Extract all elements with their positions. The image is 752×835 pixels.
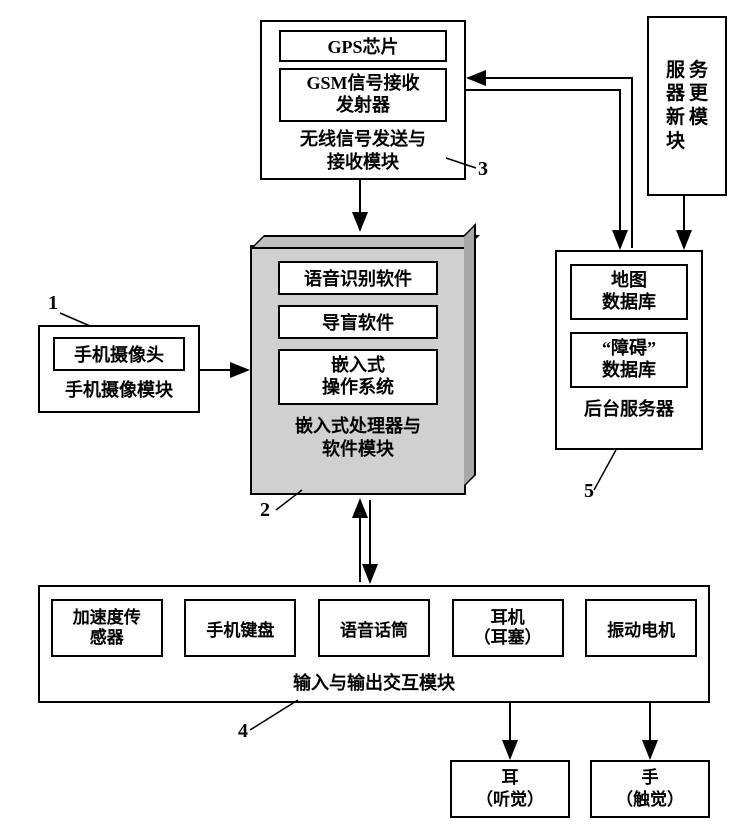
embedded-os-box: 嵌入式 操作系统	[278, 349, 438, 405]
server-update-text: 服 器 新 块 务 更 模	[666, 59, 708, 154]
num-2: 2	[260, 499, 270, 522]
module-io-title: 输入与输出交互模块	[40, 672, 708, 695]
map-db-box: 地图 数据库	[570, 264, 688, 320]
mic-box: 语音话筒	[318, 599, 430, 657]
num-1: 1	[48, 292, 58, 315]
gsm-label-1: GSM信号接收	[306, 73, 419, 95]
num-5: 5	[584, 480, 594, 503]
num-4: 4	[238, 720, 248, 743]
gps-chip-label: GPS芯片	[327, 33, 398, 59]
gsm-label-2: 发射器	[336, 95, 390, 117]
camera-box: 手机摄像头	[53, 337, 185, 371]
module-camera: 手机摄像头 手机摄像模块	[38, 325, 200, 413]
module-server: 地图 数据库 “障碍” 数据库 后台服务器	[555, 250, 703, 450]
module-io: 加速度传 感器 手机键盘 语音话筒 耳机 （耳塞） 振动电机 输入与输出交互模块	[38, 585, 710, 703]
output-ear: 耳 （听觉）	[450, 760, 570, 818]
module-server-title: 后台服务器	[584, 398, 674, 421]
gps-chip-box: GPS芯片	[279, 30, 447, 62]
module-processor-title: 嵌入式处理器与 软件模块	[295, 415, 421, 462]
gsm-box: GSM信号接收 发射器	[279, 68, 447, 122]
module-wireless-title: 无线信号发送与 接收模块	[300, 128, 426, 175]
obstacle-db-box: “障碍” 数据库	[570, 332, 688, 388]
module-wireless: GPS芯片 GSM信号接收 发射器 无线信号发送与 接收模块	[260, 20, 466, 180]
vibration-box: 振动电机	[585, 599, 697, 657]
nav-blind-box: 导盲软件	[278, 305, 438, 339]
speech-recog-box: 语音识别软件	[278, 261, 438, 295]
module-camera-title: 手机摄像模块	[65, 379, 173, 402]
earphone-box: 耳机 （耳塞）	[452, 599, 564, 657]
keyboard-box: 手机键盘	[184, 599, 296, 657]
server-update-module: 服 器 新 块 务 更 模	[647, 16, 727, 196]
num-3: 3	[478, 158, 488, 181]
diagram-canvas: GPS芯片 GSM信号接收 发射器 无线信号发送与 接收模块 3 服 器 新 块…	[0, 0, 752, 835]
output-hand: 手 （触觉）	[590, 760, 710, 818]
accel-sensor-box: 加速度传 感器	[51, 599, 163, 657]
module-processor: 语音识别软件 导盲软件 嵌入式 操作系统 嵌入式处理器与 软件模块	[250, 245, 466, 495]
